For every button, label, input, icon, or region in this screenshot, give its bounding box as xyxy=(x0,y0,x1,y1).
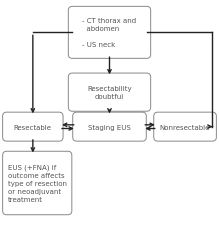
FancyBboxPatch shape xyxy=(73,113,146,142)
Text: Nonresectable: Nonresectable xyxy=(160,124,210,130)
Text: Resectability
doubtful: Resectability doubtful xyxy=(87,86,132,100)
FancyBboxPatch shape xyxy=(3,113,63,142)
Text: EUS (+FNA) if
outcome affects
type of resection
or neoadjuvant
treatment: EUS (+FNA) if outcome affects type of re… xyxy=(8,164,67,202)
FancyBboxPatch shape xyxy=(154,113,216,142)
FancyBboxPatch shape xyxy=(68,74,151,112)
FancyBboxPatch shape xyxy=(3,152,72,215)
Text: - CT thorax and
  abdomen

- US neck: - CT thorax and abdomen - US neck xyxy=(82,18,137,48)
Text: Resectable: Resectable xyxy=(14,124,52,130)
Text: Staging EUS: Staging EUS xyxy=(88,124,131,130)
FancyBboxPatch shape xyxy=(68,7,151,59)
